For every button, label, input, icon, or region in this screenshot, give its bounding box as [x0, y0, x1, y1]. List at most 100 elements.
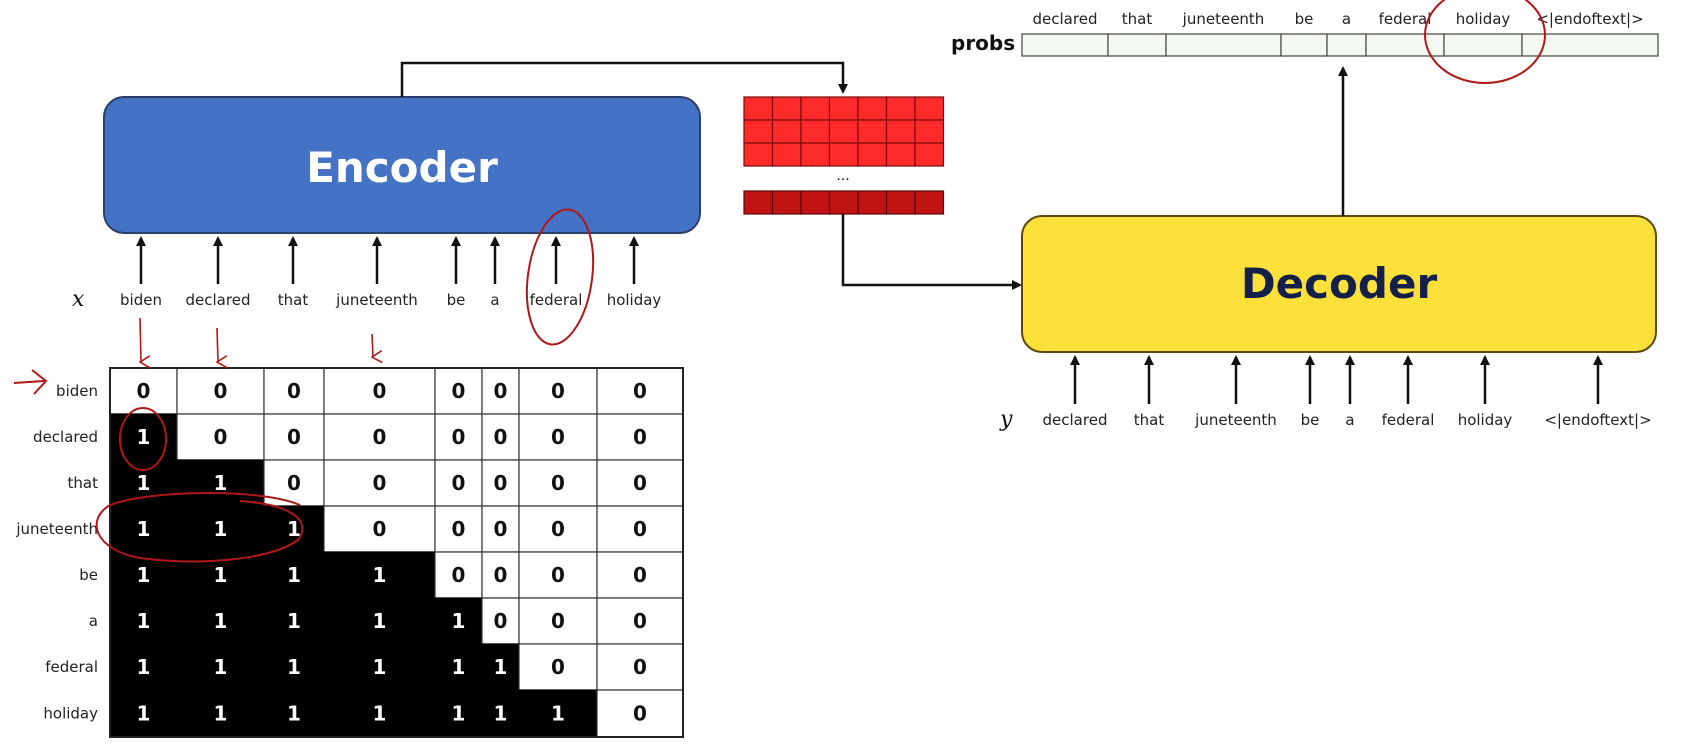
mask-cell: [481, 551, 520, 599]
embedding-cell: [914, 190, 945, 215]
mask-cell-value: 0: [287, 425, 301, 449]
mask-cell: [263, 413, 325, 461]
mask-cell-value: 0: [452, 379, 466, 403]
probs-token-be: be: [1295, 10, 1314, 28]
mask-cell-value: 0: [137, 379, 151, 403]
mask-cell-value: 0: [633, 379, 647, 403]
mask-cell-value: 1: [137, 609, 151, 633]
mask-cell-value: 0: [373, 517, 387, 541]
mask-cell: [434, 459, 483, 507]
mask-cell: [518, 597, 598, 645]
mask-cell-value: 0: [373, 425, 387, 449]
mask-cell-value: 1: [214, 655, 228, 679]
embedding-to-decoder-connector: [841, 214, 1022, 290]
mask-row-label-juneteenth: juneteenth: [15, 520, 98, 538]
mask-cell-value: 1: [137, 655, 151, 679]
probs-label: probs: [951, 31, 1015, 55]
juneteenth-row-loop-annotation: [95, 492, 304, 563]
declared-cell-circle-annotation: [119, 407, 167, 471]
mask-cell-value: 0: [494, 379, 508, 403]
mask-cell: [481, 459, 520, 507]
mask-cell-value: 0: [494, 563, 508, 587]
mask-cell: [596, 413, 684, 461]
mask-cell-value: 1: [137, 517, 151, 541]
mask-cell-value: 1: [373, 702, 387, 726]
mask-cell-value: 0: [287, 379, 301, 403]
mask-cell: [323, 689, 436, 738]
mask-cell-value: 0: [452, 471, 466, 495]
mask-cell-value: 0: [494, 517, 508, 541]
probs-vector: declared that juneteenth be a federal holiday <…: [1021, 10, 1659, 57]
juneteenth-col-pointer-annotation: [372, 333, 373, 357]
y-token-holiday: holiday: [1458, 411, 1513, 429]
probs-cell-endoftext: [1521, 33, 1659, 57]
mask-cell-value: 0: [633, 517, 647, 541]
embedding-cell: [914, 119, 945, 144]
declared-col-pointer-annotation: [217, 327, 218, 362]
mask-cell-value: 0: [551, 379, 565, 403]
mask-cell-value: 0: [633, 655, 647, 679]
mask-cell-value: 0: [452, 425, 466, 449]
x-token-federal: federal: [530, 291, 583, 309]
mask-cell: [481, 643, 520, 691]
mask-cell: [176, 597, 265, 645]
mask-cell-value: 0: [551, 563, 565, 587]
mask-row-label-holiday: holiday: [43, 705, 98, 723]
mask-cell-value: 0: [494, 425, 508, 449]
encoder-embeddings: [743, 96, 945, 215]
embedding-cell: [857, 142, 888, 167]
mask-cell-value: 1: [214, 609, 228, 633]
mask-cell-value: 0: [633, 471, 647, 495]
mask-row-labels: biden declared that juneteenth be a federal hol…: [15, 382, 98, 723]
mask-cell: [323, 551, 436, 599]
probs-token-that: that: [1122, 10, 1153, 28]
probs-cell-holiday: [1443, 33, 1523, 57]
embedding-cell: [857, 190, 888, 215]
mask-cell-value: 1: [494, 702, 508, 726]
mask-cell-value: 1: [551, 702, 565, 726]
mask-cell: [176, 459, 265, 507]
embedding-cell: [885, 142, 916, 167]
probs-cell-declared: [1021, 33, 1109, 57]
embedding-cell: [743, 119, 774, 144]
mask-cell-value: 1: [137, 702, 151, 726]
mask-cell-value: 1: [373, 609, 387, 633]
embedding-cell: [828, 190, 859, 215]
probs-cell-be: [1280, 33, 1328, 57]
mask-cell-value: 0: [633, 609, 647, 633]
embedding-cell: [800, 142, 831, 167]
mask-cell-value: 1: [452, 702, 466, 726]
federal-circle-annotation: [525, 208, 595, 346]
mask-cell-value: 1: [214, 563, 228, 587]
mask-cell: [596, 551, 684, 599]
mask-cell-value: 1: [452, 655, 466, 679]
embedding-cell: [800, 96, 831, 121]
mask-cell: [176, 413, 265, 461]
hand-drawn-annotations: [13, 0, 1546, 563]
embedding-cell: [885, 119, 916, 144]
y-token-federal: federal: [1382, 411, 1435, 429]
decoder-label: Decoder: [1241, 259, 1438, 308]
mask-cell-value: 0: [373, 471, 387, 495]
mask-cell-value: 1: [494, 655, 508, 679]
embedding-cell: [914, 142, 945, 167]
mask-cell: [596, 459, 684, 507]
mask-row-label-declared: declared: [33, 428, 98, 446]
y-token-declared: declared: [1043, 411, 1108, 429]
mask-cell-value: 1: [137, 471, 151, 495]
mask-cell-value: 1: [287, 563, 301, 587]
y-symbol: y: [999, 407, 1013, 432]
mask-cell-value: 1: [137, 425, 151, 449]
embedding-cell: [800, 190, 831, 215]
mask-cell: [263, 643, 325, 691]
mask-cell-value: 0: [452, 517, 466, 541]
embedding-cell: [885, 190, 916, 215]
x-token-be: be: [447, 291, 466, 309]
mask-cell: [481, 597, 520, 645]
embedding-cell: [800, 119, 831, 144]
mask-cell: [481, 367, 520, 415]
mask-cell-value: 1: [214, 517, 228, 541]
probs-cell-federal: [1365, 33, 1445, 57]
embedding-cell: [828, 96, 859, 121]
